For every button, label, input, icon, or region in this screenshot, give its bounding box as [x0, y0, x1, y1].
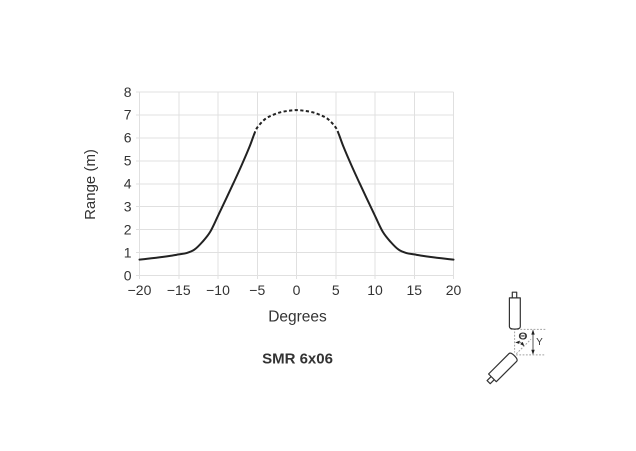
svg-text:−10: −10: [206, 282, 230, 298]
svg-text:4: 4: [124, 176, 132, 192]
svg-text:3: 3: [124, 198, 132, 214]
svg-text:Θ: Θ: [518, 331, 527, 342]
svg-text:2: 2: [124, 221, 132, 237]
svg-text:1: 1: [124, 244, 132, 260]
svg-text:5: 5: [124, 153, 132, 169]
svg-text:Y: Y: [536, 337, 543, 348]
svg-text:Range (m): Range (m): [82, 149, 99, 220]
svg-text:8: 8: [124, 84, 132, 100]
svg-text:15: 15: [406, 282, 422, 298]
svg-text:6: 6: [124, 130, 132, 146]
svg-text:0: 0: [124, 267, 132, 283]
svg-text:Degrees: Degrees: [268, 309, 327, 326]
svg-text:−20: −20: [128, 282, 152, 298]
svg-text:−15: −15: [167, 282, 191, 298]
svg-text:0: 0: [293, 282, 301, 298]
svg-text:7: 7: [124, 107, 132, 123]
svg-text:10: 10: [367, 282, 383, 298]
svg-text:5: 5: [332, 282, 340, 298]
svg-text:20: 20: [446, 282, 462, 298]
svg-text:SMR 6x06: SMR 6x06: [262, 351, 333, 368]
svg-text:−5: −5: [249, 282, 265, 298]
